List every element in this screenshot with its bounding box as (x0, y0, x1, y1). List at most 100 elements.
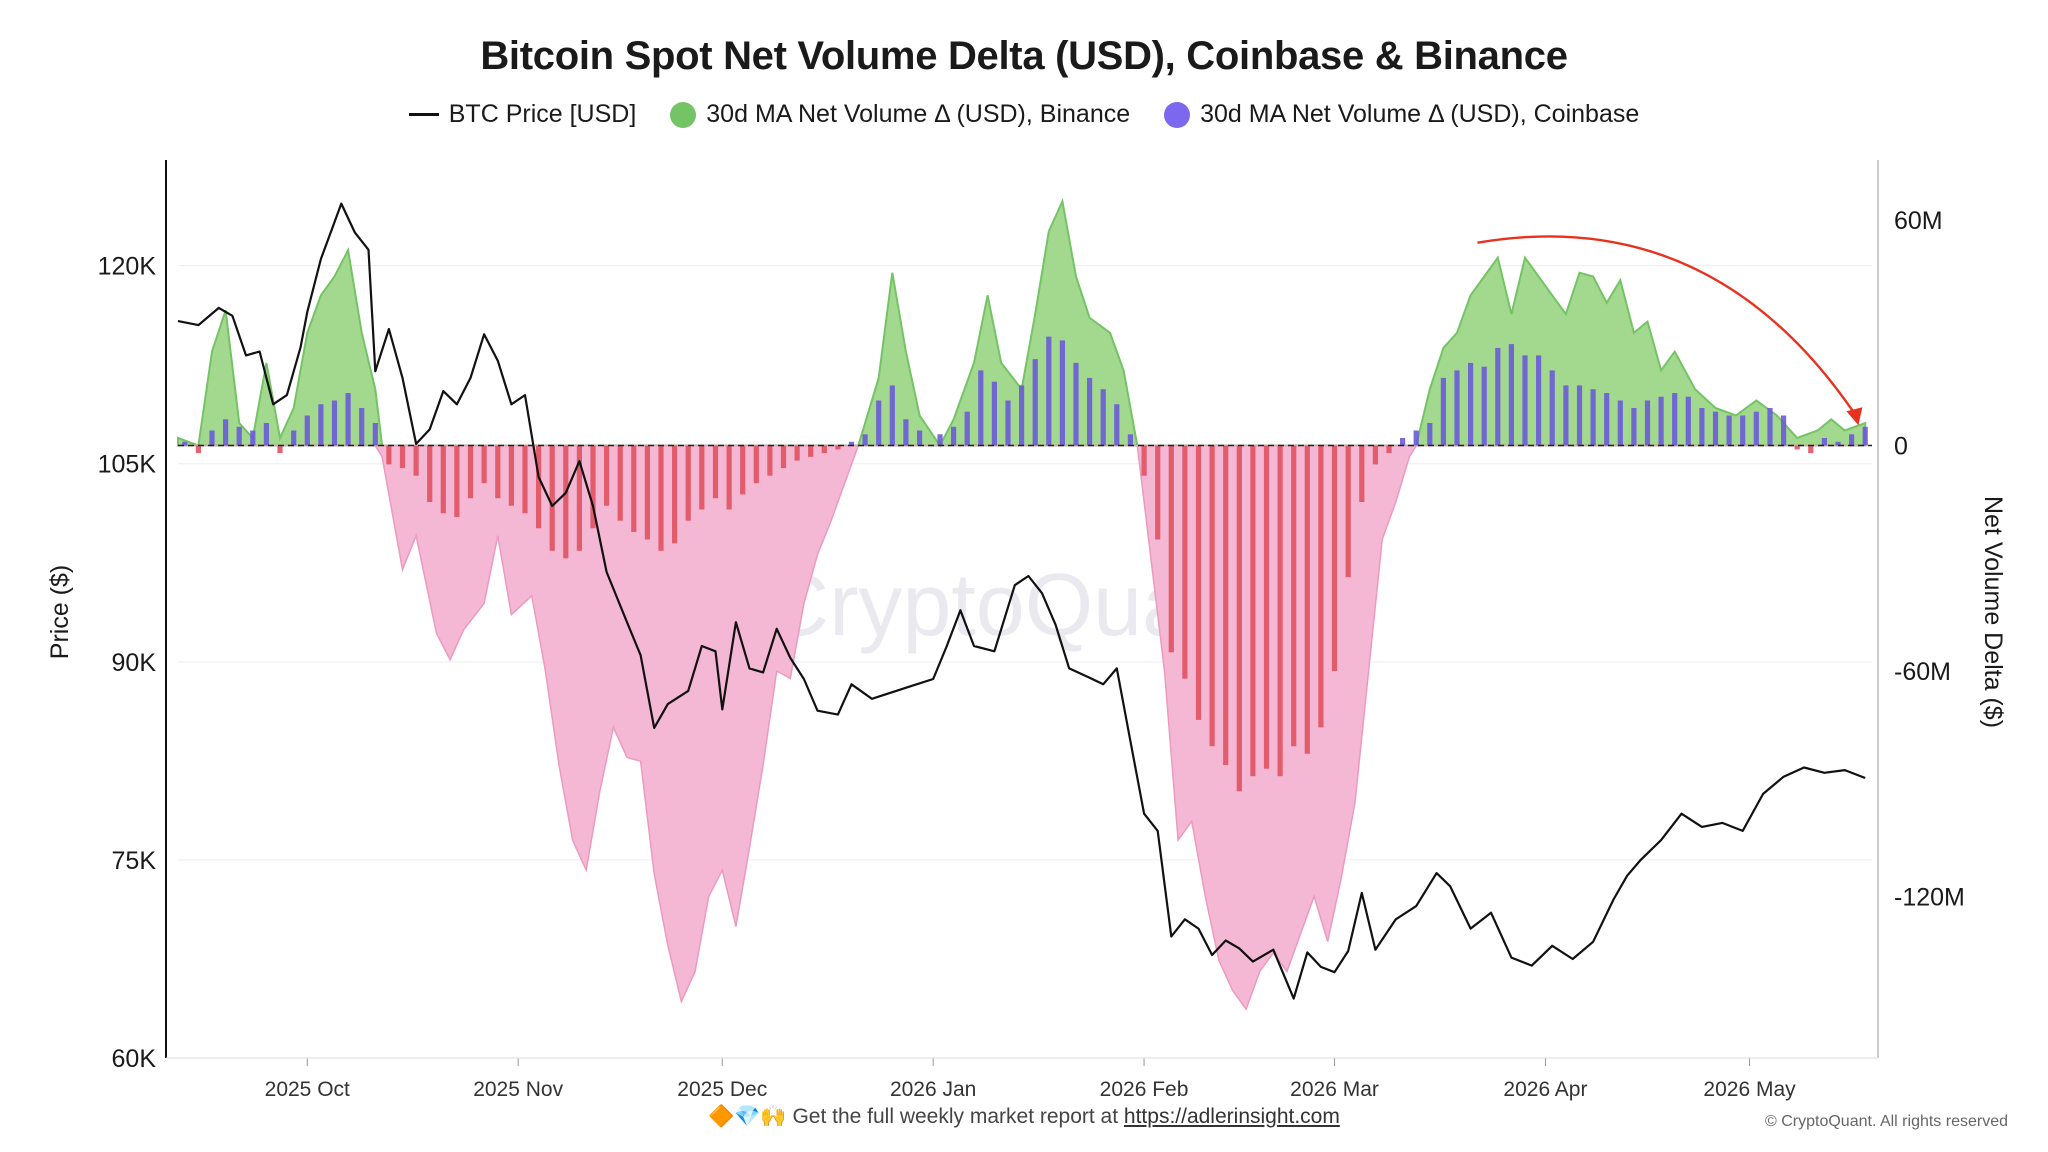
y-tick-label: 75K (112, 847, 157, 875)
coinbase-bar (454, 445, 460, 517)
coinbase-bar (1781, 415, 1787, 446)
coinbase-bar (1019, 385, 1025, 446)
coinbase-bar (522, 445, 528, 514)
coinbase-bar (1849, 434, 1855, 446)
coinbase-bar (182, 441, 188, 446)
coinbase-bar (917, 430, 923, 446)
coinbase-bar (236, 426, 242, 446)
x-tick-label: 2025 Nov (473, 1078, 563, 1101)
x-tick-label: 2025 Dec (677, 1078, 767, 1101)
coinbase-bar (359, 408, 365, 446)
axes: 60K 75K 90K 105K 120K -120M -60M 0 60M 2025 Oct 20… (98, 160, 1965, 1101)
coinbase-bar (848, 441, 855, 446)
coinbase-bar (1862, 426, 1868, 446)
price-line-layer (177, 202, 1866, 1000)
coinbase-bar (1658, 396, 1664, 446)
coinbase-bar (991, 381, 997, 446)
coinbase-bar (1277, 445, 1283, 777)
coinbase-bar (1821, 438, 1827, 446)
legend-dot-icon (1164, 101, 1191, 128)
coinbase-bar (576, 445, 582, 551)
coinbase-bar (1345, 445, 1351, 578)
coinbase-bar (1100, 389, 1106, 446)
coinbase-bar (1209, 445, 1215, 747)
coinbase-bar (876, 400, 882, 446)
legend-item-binance[interactable]: 30d MA Net Volume Δ (USD), Binance (670, 100, 1130, 129)
coinbase-bar (1250, 445, 1256, 777)
coinbase-bar (767, 445, 773, 476)
coinbase-bar (1318, 445, 1324, 728)
legend-dot-icon (670, 101, 697, 128)
coinbase-bar (467, 445, 474, 499)
coinbase-bar (889, 385, 895, 446)
coinbase-bar (1835, 441, 1841, 446)
coinbase-bar (1073, 362, 1079, 446)
coinbase-bar (1712, 411, 1719, 446)
coinbase-bar (631, 445, 637, 532)
coinbase-bar (427, 445, 433, 502)
coinbase-bar (195, 445, 201, 454)
coinbase-bar (1631, 408, 1637, 446)
coinbase-bar (386, 445, 392, 465)
coinbase-bar (617, 445, 623, 521)
coinbase-bar (1685, 396, 1691, 446)
coinbase-bar (1536, 355, 1542, 446)
coinbase-bar (1400, 438, 1406, 446)
coinbase-bar (1440, 377, 1446, 446)
btc-price-line (177, 202, 1866, 1000)
coinbase-bar (978, 370, 984, 446)
footer-text: Get the full weekly market report at (792, 1105, 1119, 1128)
coinbase-bar (508, 445, 514, 506)
coinbase-bar (304, 415, 310, 446)
coinbase-bar (1087, 377, 1093, 446)
coinbase-bar (590, 445, 596, 529)
coinbase-bar (1576, 385, 1583, 446)
annotation-arrow (1477, 235, 1860, 420)
coinbase-bar (644, 445, 650, 540)
legend-item-price[interactable]: BTC Price [USD] (408, 100, 637, 129)
footer-link[interactable]: https://adlerinsight.com (1123, 1105, 1340, 1128)
coinbase-bar (1182, 445, 1188, 679)
coinbase-bar (399, 445, 406, 469)
coinbase-bar (1059, 340, 1065, 446)
coinbase-bar (604, 445, 610, 506)
coinbase-bar (1386, 445, 1392, 454)
legend-line-icon (408, 113, 439, 116)
coinbase-bar (1644, 400, 1651, 446)
chart-legend: BTC Price [USD] 30d MA Net Volume Δ (USD… (0, 100, 2048, 129)
annotation-arrow-head-icon (1846, 407, 1863, 426)
coinbase-bar (1372, 445, 1378, 465)
coinbase-bar (1236, 445, 1242, 792)
legend-label-price: BTC Price [USD] (448, 100, 637, 128)
coinbase-bar (712, 445, 719, 499)
coinbase-bar (277, 445, 283, 454)
coinbase-bar (1590, 389, 1596, 446)
coinbase-bar (1740, 415, 1746, 446)
coinbase-bar (263, 423, 269, 446)
coinbase-bar (699, 445, 705, 510)
coinbase-bar (1304, 445, 1310, 754)
coinbase-bar (1359, 445, 1365, 502)
y2-tick-label: -60M (1894, 658, 1951, 686)
coinbase-bar (1549, 370, 1555, 446)
coinbase-bar (1263, 445, 1270, 769)
coinbase-bar (331, 400, 338, 446)
coinbase-bar (753, 445, 759, 484)
y2-axis-title: Net Volume Delta ($) (1979, 496, 2007, 728)
coinbase-bar (1291, 445, 1297, 747)
coinbase-bar (1481, 366, 1487, 446)
x-tick-label: 2026 May (1703, 1078, 1796, 1101)
annotations (1477, 235, 1863, 426)
coinbase-bar (345, 393, 351, 446)
coinbase-bar (1767, 408, 1773, 446)
coinbase-bar (937, 434, 943, 446)
coinbase-bar (964, 411, 970, 446)
coinbase-bar (1168, 445, 1174, 653)
coinbase-bar (1427, 423, 1433, 446)
coinbase-bar (808, 445, 814, 457)
coinbase-bar (1141, 445, 1147, 476)
legend-item-coinbase[interactable]: 30d MA Net Volume Δ (USD), Coinbase (1164, 100, 1639, 129)
coinbase-bar (250, 430, 256, 446)
coinbase-bar (740, 445, 746, 495)
